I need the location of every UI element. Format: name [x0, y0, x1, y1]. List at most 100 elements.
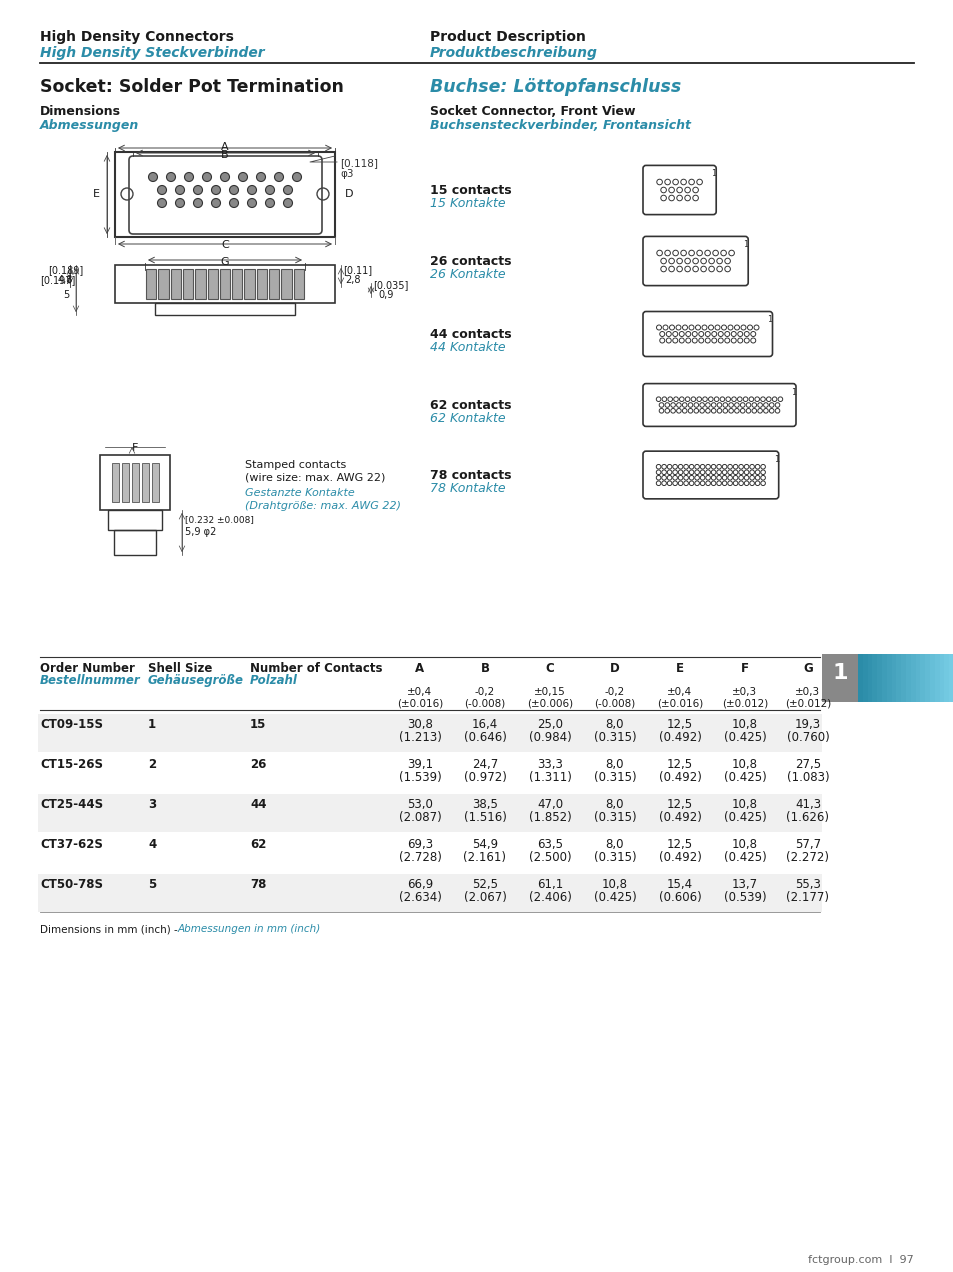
- Text: 2,8: 2,8: [345, 275, 360, 285]
- Text: Number of Contacts: Number of Contacts: [250, 661, 382, 675]
- Bar: [158, 268, 169, 299]
- Text: Socket: Solder Pot Termination: Socket: Solder Pot Termination: [40, 78, 343, 95]
- Text: 5: 5: [148, 878, 156, 890]
- Text: 41,3: 41,3: [794, 798, 821, 812]
- Text: (0.425): (0.425): [723, 851, 765, 864]
- Text: High Density Connectors: High Density Connectors: [40, 31, 233, 45]
- Text: 4: 4: [148, 838, 156, 851]
- Bar: [876, 654, 882, 702]
- Text: ±0,3: ±0,3: [732, 687, 757, 697]
- Text: 26: 26: [250, 758, 266, 771]
- Text: 1: 1: [710, 169, 716, 178]
- Text: (0.492): (0.492): [658, 731, 700, 744]
- Text: (0.315): (0.315): [593, 731, 636, 744]
- Text: Dimensions: Dimensions: [40, 106, 121, 118]
- Text: 15 Kontakte: 15 Kontakte: [430, 197, 505, 210]
- Bar: [821, 654, 857, 702]
- Bar: [38, 794, 821, 832]
- Text: 54,9: 54,9: [472, 838, 497, 851]
- Text: 63,5: 63,5: [537, 838, 562, 851]
- Bar: [208, 268, 217, 299]
- Text: (1.852): (1.852): [528, 812, 571, 824]
- Text: 10,8: 10,8: [731, 838, 758, 851]
- Text: 8,0: 8,0: [605, 838, 623, 851]
- Text: Gehäusegröße: Gehäusegröße: [148, 674, 244, 687]
- Text: (wire size: max. AWG 22): (wire size: max. AWG 22): [245, 473, 385, 483]
- Text: D: D: [345, 190, 354, 198]
- Circle shape: [212, 198, 220, 207]
- Bar: [294, 268, 304, 299]
- Text: (2.272): (2.272): [785, 851, 828, 864]
- Text: 25,0: 25,0: [537, 717, 562, 731]
- Text: 5: 5: [63, 290, 69, 300]
- Text: (0.425): (0.425): [593, 890, 636, 904]
- Bar: [113, 530, 156, 555]
- Text: ±0,3: ±0,3: [795, 687, 820, 697]
- Circle shape: [184, 173, 193, 182]
- Text: F: F: [740, 661, 748, 675]
- Text: (0.492): (0.492): [658, 851, 700, 864]
- Text: 16,4: 16,4: [472, 717, 497, 731]
- Text: (2.177): (2.177): [785, 890, 828, 904]
- Text: 5,9 φ2: 5,9 φ2: [185, 527, 216, 537]
- Bar: [939, 654, 944, 702]
- Text: 8,0: 8,0: [605, 717, 623, 731]
- Text: 19,3: 19,3: [794, 717, 821, 731]
- Text: 33,3: 33,3: [537, 758, 562, 771]
- Bar: [882, 654, 887, 702]
- Text: Gestanzte Kontakte: Gestanzte Kontakte: [245, 488, 355, 499]
- Bar: [905, 654, 911, 702]
- Bar: [281, 268, 292, 299]
- Text: -0,2: -0,2: [475, 687, 495, 697]
- Text: [0.11]: [0.11]: [343, 265, 372, 275]
- Text: 4,8: 4,8: [57, 275, 72, 285]
- Text: E: E: [92, 190, 100, 198]
- Text: Abmessungen in mm (inch): Abmessungen in mm (inch): [178, 923, 321, 934]
- Text: 1: 1: [773, 455, 779, 464]
- Bar: [934, 654, 940, 702]
- Circle shape: [247, 186, 256, 195]
- Circle shape: [293, 173, 301, 182]
- Text: G: G: [802, 661, 812, 675]
- Text: 57,7: 57,7: [794, 838, 821, 851]
- Bar: [924, 654, 930, 702]
- Text: 26 contacts: 26 contacts: [430, 254, 511, 268]
- Text: 78 contacts: 78 contacts: [430, 469, 511, 482]
- Text: ±0,15: ±0,15: [534, 687, 565, 697]
- Circle shape: [149, 173, 157, 182]
- Text: (0.984): (0.984): [528, 731, 571, 744]
- Text: 12,5: 12,5: [666, 838, 692, 851]
- Text: 47,0: 47,0: [537, 798, 562, 812]
- Text: (2.087): (2.087): [398, 812, 441, 824]
- Bar: [857, 654, 862, 702]
- Text: (0.760): (0.760): [786, 731, 828, 744]
- Text: (0.492): (0.492): [658, 771, 700, 784]
- Bar: [154, 303, 294, 315]
- Text: 2: 2: [148, 758, 156, 771]
- Text: (0.315): (0.315): [593, 851, 636, 864]
- Bar: [943, 654, 949, 702]
- Bar: [108, 510, 162, 530]
- Text: CT37-62S: CT37-62S: [40, 838, 103, 851]
- Text: 15 contacts: 15 contacts: [430, 184, 511, 197]
- Text: (0.539): (0.539): [723, 890, 765, 904]
- Bar: [910, 654, 916, 702]
- Text: (0.315): (0.315): [593, 812, 636, 824]
- Bar: [183, 268, 193, 299]
- Bar: [929, 654, 935, 702]
- Text: 26 Kontakte: 26 Kontakte: [430, 268, 505, 281]
- Circle shape: [230, 198, 238, 207]
- Circle shape: [256, 173, 265, 182]
- Text: (0.646): (0.646): [463, 731, 506, 744]
- Circle shape: [283, 198, 293, 207]
- Text: 62: 62: [250, 838, 266, 851]
- Text: 62 Kontakte: 62 Kontakte: [430, 412, 505, 425]
- Text: (0.492): (0.492): [658, 812, 700, 824]
- Text: Buchsensteckverbinder, Frontansicht: Buchsensteckverbinder, Frontansicht: [430, 120, 690, 132]
- Circle shape: [220, 173, 230, 182]
- Text: 15,4: 15,4: [666, 878, 692, 890]
- Text: CT15-26S: CT15-26S: [40, 758, 103, 771]
- Bar: [244, 268, 254, 299]
- Text: 13,7: 13,7: [731, 878, 758, 890]
- Text: 12,5: 12,5: [666, 717, 692, 731]
